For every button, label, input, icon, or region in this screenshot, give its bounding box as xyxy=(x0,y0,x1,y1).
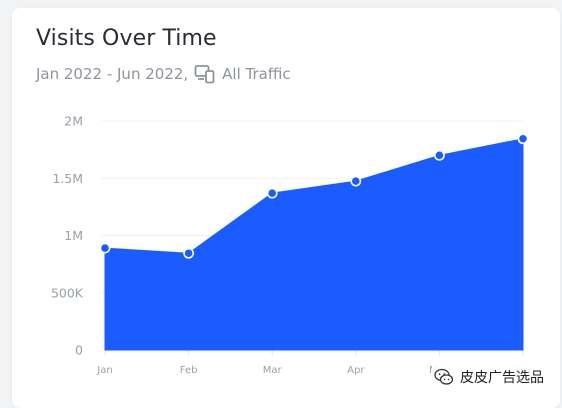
marker-layer xyxy=(99,133,529,259)
chart-title: Visits Over Time xyxy=(36,26,217,51)
data-point-marker[interactable] xyxy=(183,247,194,259)
x-tick-label: Feb xyxy=(180,365,198,376)
x-tick-label: Jan xyxy=(96,365,112,376)
watermark: 皮皮广告选品 xyxy=(432,366,548,388)
y-tick-label: 1M xyxy=(64,228,83,243)
devices-icon xyxy=(194,64,216,84)
area-layer xyxy=(104,138,524,351)
data-point-marker[interactable] xyxy=(266,187,278,199)
data-point-marker[interactable] xyxy=(99,242,111,254)
wechat-icon xyxy=(434,367,454,387)
data-point-marker[interactable] xyxy=(517,133,529,145)
y-tick-label: 0 xyxy=(75,343,83,358)
watermark-text: 皮皮广告选品 xyxy=(460,370,544,386)
data-point-marker[interactable] xyxy=(433,149,445,161)
visits-area xyxy=(104,138,524,351)
y-tick-label: 1.5M xyxy=(52,171,83,186)
chart-subtitle: Jan 2022 - Jun 2022, All Traffic xyxy=(36,64,291,84)
y-tick-label: 500K xyxy=(51,285,84,300)
x-tick-label: Mar xyxy=(263,365,283,376)
y-tick-label: 2M xyxy=(64,114,83,129)
data-point-marker[interactable] xyxy=(350,175,362,187)
x-tick-label: Apr xyxy=(347,365,365,376)
traffic-segment-text: All Traffic xyxy=(222,65,291,83)
date-range-text: Jan 2022 - Jun 2022, xyxy=(36,65,189,83)
